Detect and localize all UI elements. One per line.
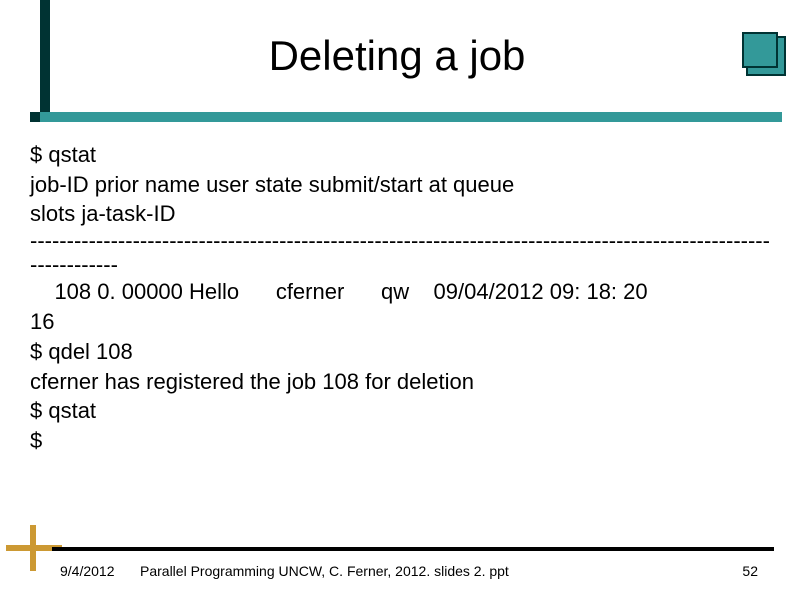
slide: Deleting a job $ qstat job-ID prior name… <box>0 0 794 595</box>
slide-title: Deleting a job <box>0 32 794 80</box>
title-bar-joint <box>30 112 40 122</box>
footer-date: 9/4/2012 <box>60 563 115 579</box>
terminal-divider: ----------------------------------------… <box>30 229 774 277</box>
terminal-line: job-ID prior name user state submit/star… <box>30 170 774 200</box>
terminal-line: $ qstat <box>30 396 774 426</box>
terminal-line: $ <box>30 426 774 456</box>
footer-rule <box>52 547 774 551</box>
footer-page-number: 52 <box>742 563 758 579</box>
title-wrap: Deleting a job <box>0 32 794 80</box>
terminal-line: 16 <box>30 307 774 337</box>
footer-source: Parallel Programming UNCW, C. Ferner, 20… <box>140 563 509 579</box>
terminal-output: $ qstat job-ID prior name user state sub… <box>30 140 774 456</box>
terminal-line: $ qstat <box>30 140 774 170</box>
title-horizontal-bar <box>30 112 782 122</box>
terminal-line: $ qdel 108 <box>30 337 774 367</box>
terminal-line: cferner has registered the job 108 for d… <box>30 367 774 397</box>
terminal-line: 108 0. 00000 Hello cferner qw 09/04/2012… <box>30 277 774 307</box>
terminal-line: slots ja-task-ID <box>30 199 774 229</box>
